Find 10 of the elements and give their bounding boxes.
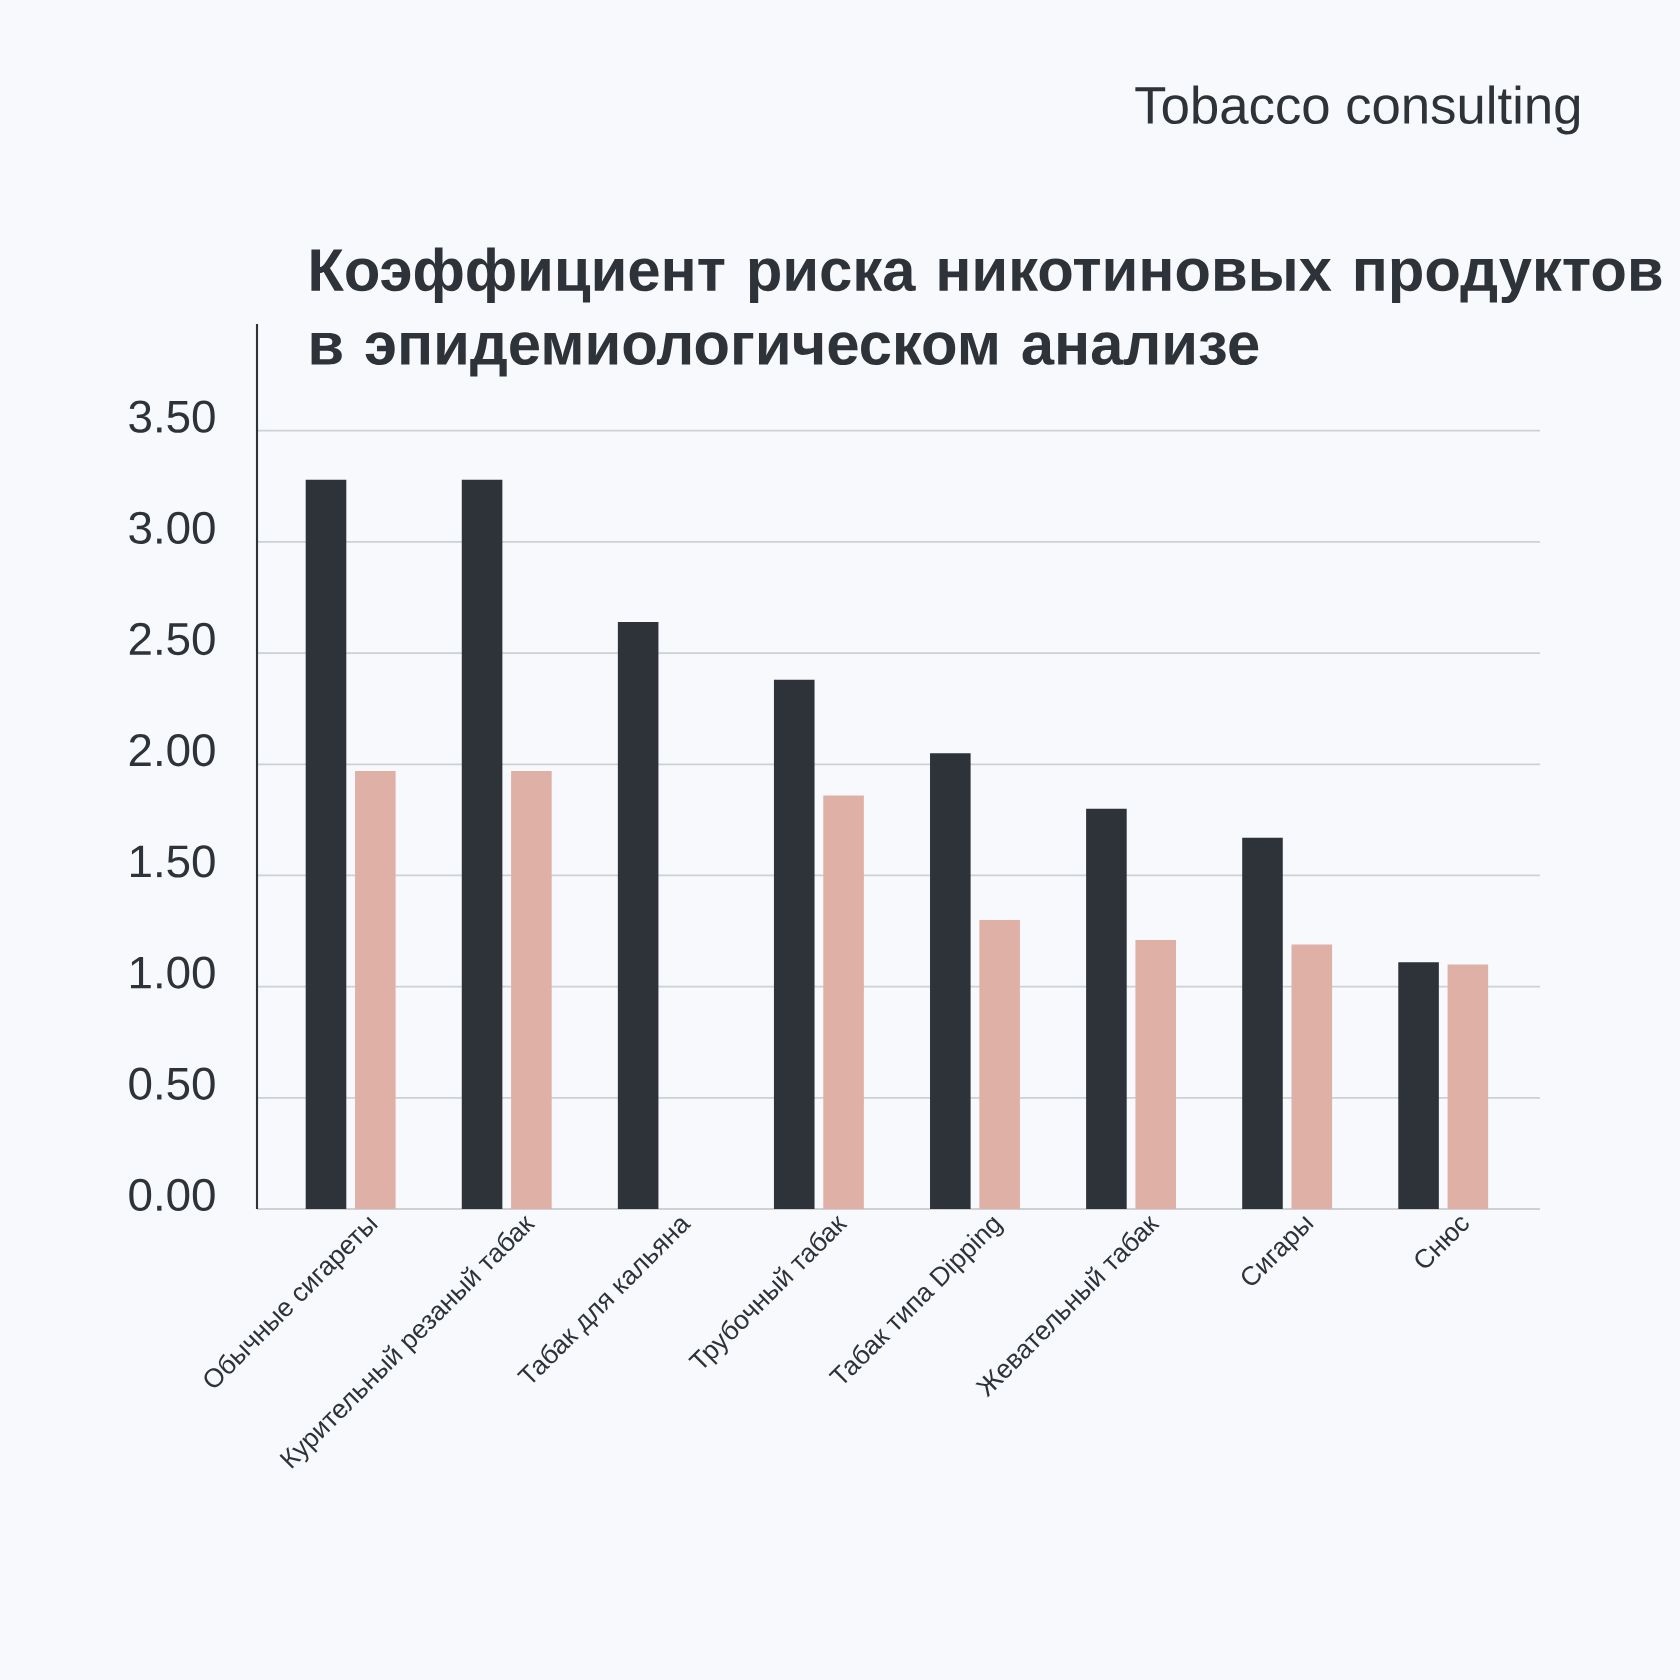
y-tick-label: 0.00: [129, 1178, 215, 1212]
y-tick-label: 3.50: [129, 400, 215, 433]
y-tick-label: 2.50: [129, 622, 215, 656]
y-tick-label: 2.00: [129, 734, 215, 767]
y-tick-label: 3.00: [129, 511, 215, 545]
chart-title: Коэффициент риска никотиновых продуктов в эпидемиологическом анализе: [311, 247, 1662, 377]
chart-subtitle: Tobacco consulting: [1135, 85, 1580, 135]
y-tick-label: 1.50: [131, 845, 215, 878]
y-tick-label: 0.50: [129, 1067, 215, 1100]
y-tick-label: 1.00: [131, 956, 215, 989]
